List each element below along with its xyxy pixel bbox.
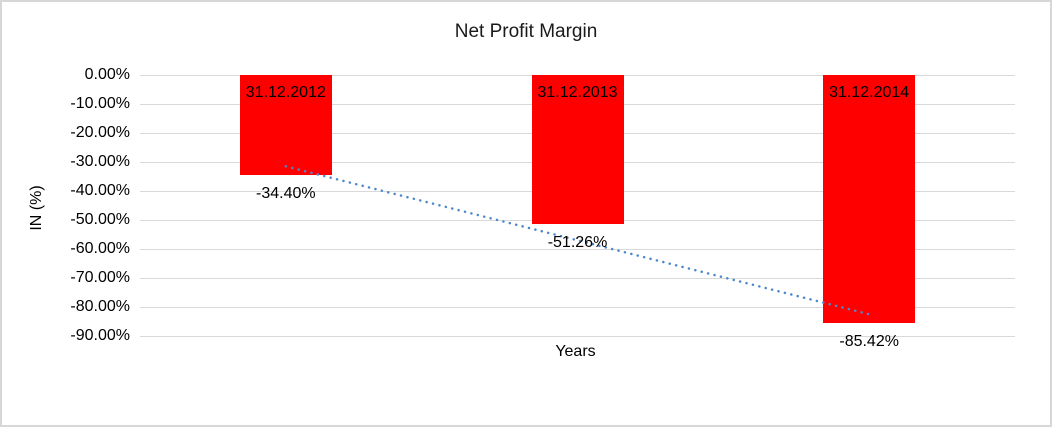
bar-category-label: 31.12.2014: [829, 84, 910, 101]
y-tick-label: 0.00%: [84, 66, 130, 83]
bar-category-label: 31.12.2012: [245, 84, 326, 101]
bar-category-label: 31.12.2013: [537, 84, 618, 101]
bar-value-label: -51.26%: [547, 233, 608, 251]
y-tick-label: -20.00%: [70, 124, 130, 141]
bar-value-label: -34.40%: [256, 184, 316, 202]
y-tick-label: -30.00%: [70, 153, 130, 170]
y-tick-label: -10.00%: [70, 95, 130, 112]
x-axis-title: Years: [555, 343, 596, 360]
y-tick-label: -50.00%: [70, 211, 130, 228]
y-tick-label: -90.00%: [70, 327, 130, 344]
chart-title: Net Profit Margin: [454, 21, 598, 42]
y-tick-label: -60.00%: [70, 240, 130, 257]
bar-31.12.2014: [823, 75, 916, 323]
bar-31.12.2012: [239, 75, 332, 175]
y-tick-label: -70.00%: [70, 269, 130, 286]
y-gridline: [140, 336, 1015, 337]
y-tick-label: -80.00%: [70, 298, 130, 315]
y-tick-label: -40.00%: [70, 182, 130, 199]
bar-value-label: -85.42%: [839, 332, 899, 350]
